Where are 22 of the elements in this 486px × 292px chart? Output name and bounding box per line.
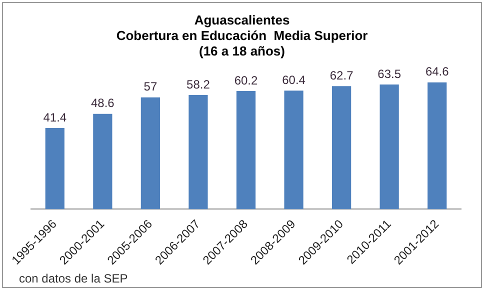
bar <box>93 114 112 210</box>
data-label: 48.6 <box>90 96 115 110</box>
bar <box>428 82 447 210</box>
data-label: 41.4 <box>43 110 67 124</box>
text: Cobertura en Educación Media Superior <box>116 28 368 43</box>
data-label: 62.7 <box>330 68 354 82</box>
bar <box>236 91 256 210</box>
bar <box>380 84 399 210</box>
bar <box>332 86 352 210</box>
data-label: 57 <box>144 80 158 94</box>
bar <box>284 90 304 210</box>
data-label: 60.2 <box>234 73 258 88</box>
data-label: 64.6 <box>425 64 450 79</box>
text: Aguascalientes <box>194 12 290 28</box>
text: con datos de la SEP <box>19 271 128 286</box>
text: (16 a 18 años) <box>199 44 285 59</box>
data-label: 63.5 <box>378 66 402 81</box>
bar <box>140 97 160 210</box>
bar <box>45 128 64 210</box>
data-label: 58.2 <box>186 77 210 92</box>
data-label: 60.4 <box>282 72 306 87</box>
bar <box>188 94 208 210</box>
